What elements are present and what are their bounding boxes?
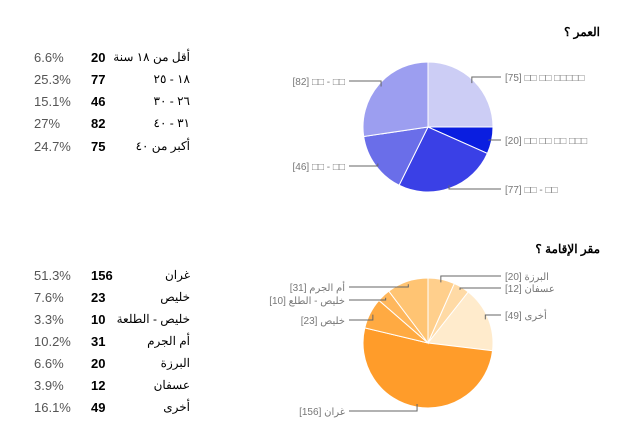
slice-label: غران [156] xyxy=(299,407,345,418)
slice-label: عسفان [12] xyxy=(505,284,555,295)
label-cell: أقل من ١٨ سنة xyxy=(113,50,190,64)
count-cell: 10 xyxy=(91,312,106,327)
label-cell: ٢٦ - ٣٠ xyxy=(153,94,190,108)
slice-label: خليص [23] xyxy=(301,316,345,327)
slice-label: خليص - الطلع [10] xyxy=(269,296,345,307)
percent-cell: 6.6% xyxy=(34,50,64,65)
percent-cell: 24.7% xyxy=(34,139,71,154)
slice-label: [20] □□ □□ □□ □□□ xyxy=(505,136,587,147)
table-row: 7.6% 23 خليص xyxy=(0,290,200,310)
leader-line xyxy=(349,314,374,321)
count-cell: 20 xyxy=(91,50,106,65)
slice-label: [75] □□ □□ □□□□□ xyxy=(505,73,584,84)
label-cell: خليص xyxy=(160,290,190,304)
table-row: 16.1% 49 أخرى xyxy=(0,400,200,420)
leader-line xyxy=(440,275,501,283)
slice-label: [77] □□ - □□ xyxy=(505,185,558,196)
percent-cell: 16.1% xyxy=(34,400,71,415)
leader-line xyxy=(471,76,501,84)
table-row: 6.6% 20 البرزة xyxy=(0,356,200,376)
age-question-title: العمر ؟ xyxy=(563,25,600,39)
count-cell: 31 xyxy=(91,334,106,349)
count-cell: 75 xyxy=(91,139,106,154)
leader-line xyxy=(349,297,387,301)
percent-cell: 7.6% xyxy=(34,290,64,305)
pie-slice[interactable] xyxy=(362,61,429,138)
count-cell: 46 xyxy=(91,94,106,109)
percent-cell: 27% xyxy=(34,116,61,131)
percent-cell: 3.3% xyxy=(34,312,64,327)
label-cell: ١٨ - ٢٥ xyxy=(153,72,190,86)
table-row: 15.1% 46 ٢٦ - ٣٠ xyxy=(0,94,200,114)
label-cell: ٣١ - ٤٠ xyxy=(153,116,190,130)
count-cell: 49 xyxy=(91,400,106,415)
percent-cell: 15.1% xyxy=(34,94,71,109)
slice-label: [46] □□ - □□ xyxy=(292,162,345,173)
pie-slice[interactable] xyxy=(388,277,429,345)
percent-cell: 25.3% xyxy=(34,72,71,87)
pie-slice[interactable] xyxy=(427,291,494,352)
table-row: 27% 82 ٣١ - ٤٠ xyxy=(0,116,200,136)
percent-cell: 51.3% xyxy=(34,268,71,283)
percent-cell: 3.9% xyxy=(34,378,64,393)
count-cell: 20 xyxy=(91,356,106,371)
percent-cell: 6.6% xyxy=(34,356,64,371)
label-cell: أم الجرم xyxy=(147,334,190,348)
table-row: 25.3% 77 ١٨ - ٢٥ xyxy=(0,72,200,92)
percent-cell: 10.2% xyxy=(34,334,71,349)
leader-line xyxy=(349,163,379,167)
count-cell: 12 xyxy=(91,378,106,393)
label-cell: أخرى xyxy=(163,400,190,414)
label-cell: خليص - الطلعة xyxy=(116,312,190,326)
label-cell: البرزة xyxy=(160,356,190,370)
count-cell: 82 xyxy=(91,116,106,131)
label-cell: أكبر من ٤٠ xyxy=(135,139,190,153)
leader-line xyxy=(349,80,382,87)
label-cell: عسفان xyxy=(153,378,190,392)
pie-slice[interactable] xyxy=(362,327,494,409)
leader-line xyxy=(484,314,501,320)
slice-label: أخرى [49] xyxy=(505,309,547,322)
leader-line xyxy=(349,404,418,412)
slice-label: أم الجرم [31] xyxy=(290,281,345,294)
label-cell: غران xyxy=(164,268,190,282)
table-row: 3.9% 12 عسفان xyxy=(0,378,200,398)
pie-slice[interactable] xyxy=(427,61,494,128)
leader-line xyxy=(448,185,501,190)
leader-line xyxy=(459,287,501,290)
count-cell: 77 xyxy=(91,72,106,87)
count-cell: 156 xyxy=(91,268,113,283)
table-row: 3.3% 10 خليص - الطلعة xyxy=(0,312,200,332)
table-row: 51.3% 156 غران xyxy=(0,268,200,288)
table-row: 24.7% 75 أكبر من ٤٠ xyxy=(0,139,200,159)
residence-question-title: مقر الإقامة ؟ xyxy=(535,242,600,256)
table-row: 10.2% 31 أم الجرم xyxy=(0,334,200,354)
table-row: 6.6% 20 أقل من ١٨ سنة xyxy=(0,50,200,70)
pie-slice[interactable] xyxy=(398,126,489,193)
pie-slice[interactable] xyxy=(363,126,429,186)
leader-line xyxy=(349,284,409,288)
slice-label: البرزة [20] xyxy=(505,272,549,283)
count-cell: 23 xyxy=(91,290,106,305)
slice-label: [82] □□ - □□ xyxy=(292,77,345,88)
